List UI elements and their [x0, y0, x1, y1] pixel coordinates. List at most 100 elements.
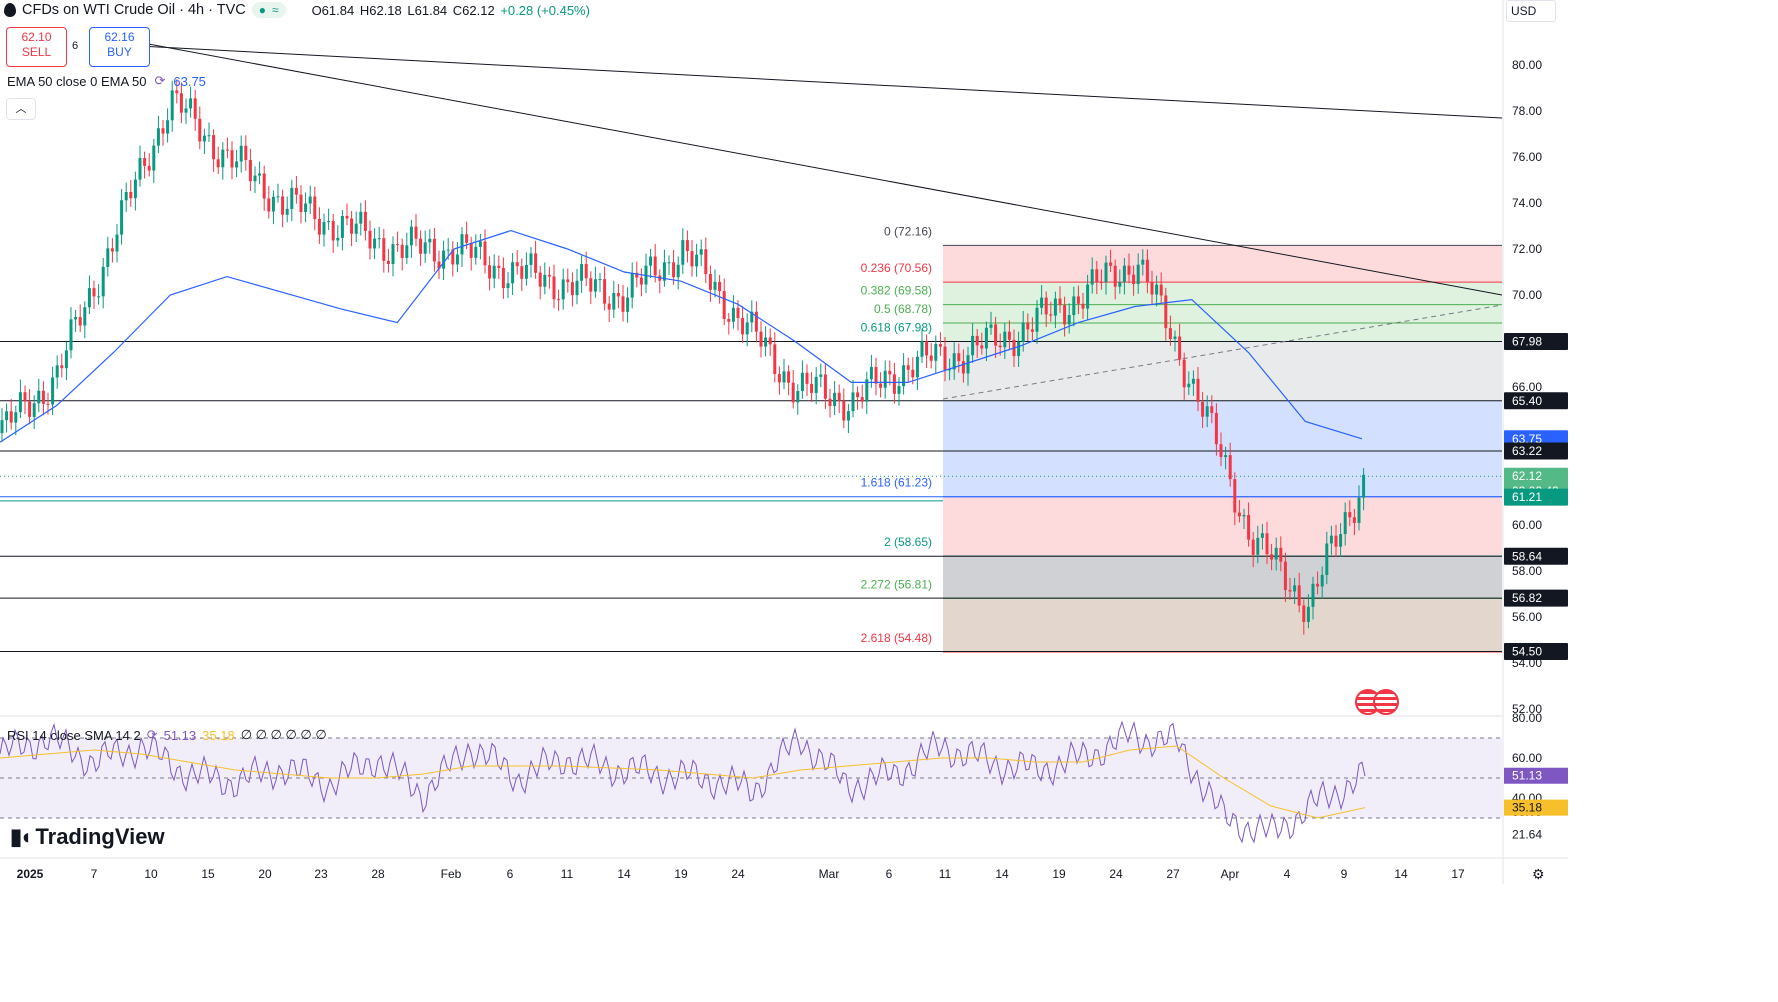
price-tick-label: 58.00: [1512, 564, 1542, 578]
candle-body: [593, 279, 597, 292]
candle-body: [1219, 444, 1223, 458]
candle-body: [888, 370, 892, 375]
candle-body: [994, 324, 998, 346]
candle-body: [202, 135, 206, 142]
ema-legend[interactable]: EMA 50 close 0 EMA 50 ⟳ 63.75: [7, 73, 206, 89]
candle-body: [1260, 533, 1264, 538]
candle-body: [497, 265, 501, 268]
candle-body: [1205, 406, 1209, 417]
candle-body: [915, 356, 919, 378]
candle-body: [1265, 533, 1269, 555]
change-value: +0.28 (+0.45%): [500, 2, 590, 18]
candle-body: [368, 230, 372, 249]
rsi-extra-values: ∅ ∅ ∅ ∅ ∅ ∅: [240, 727, 327, 742]
candle-body: [823, 374, 827, 399]
candle-body: [1099, 281, 1103, 283]
collapse-chevron-icon[interactable]: ︿: [6, 98, 36, 120]
trendline-upper: [99, 43, 1503, 119]
candle-body: [566, 279, 570, 283]
ema-50-line: [0, 229, 1363, 443]
candle-body: [460, 234, 464, 255]
candle-body: [557, 299, 561, 301]
price-tag-5: [1504, 488, 1568, 506]
candle-body: [1210, 406, 1214, 413]
candle-body: [64, 350, 68, 369]
price-tick-label: 56.00: [1512, 610, 1542, 624]
candle-body: [248, 160, 252, 182]
candle-body: [524, 264, 528, 279]
candle-body: [1007, 331, 1011, 340]
candle-body: [1150, 282, 1154, 295]
candle-body: [1251, 539, 1255, 555]
candle-body: [1224, 455, 1228, 458]
candle-body: [1178, 336, 1182, 360]
candle-body: [1164, 295, 1168, 329]
time-tick-label: 2025: [17, 867, 44, 881]
trendline-dashed: [942, 304, 1503, 400]
settings-gear-icon[interactable]: ⚙: [1532, 866, 1545, 882]
market-status-pill[interactable]: ● ≈: [251, 2, 286, 18]
candle-body: [860, 397, 864, 402]
loading-icon: ⟳: [154, 73, 166, 88]
fib-label-0: 0 (72.16): [884, 224, 932, 238]
candle-body: [635, 272, 639, 278]
candle-body: [1228, 455, 1232, 480]
candle-body: [46, 403, 50, 405]
candle-body: [207, 135, 211, 137]
candle-body: [37, 390, 41, 404]
candle-body: [511, 262, 515, 284]
candle-body: [1030, 329, 1034, 332]
candle-body: [1279, 547, 1283, 562]
time-tick-label: 24: [1109, 867, 1123, 881]
candle-body: [966, 355, 970, 374]
candle-body: [639, 277, 643, 285]
candle-body: [1334, 535, 1338, 547]
time-tick-label: Mar: [819, 867, 840, 881]
candle-body: [18, 392, 22, 413]
candle-body: [1316, 583, 1320, 587]
candle-body: [175, 90, 179, 94]
trendline-major: [99, 34, 1503, 296]
fib-zone-5: [943, 556, 1502, 599]
candle-body: [699, 249, 703, 255]
candle-body: [267, 198, 271, 212]
candle-body: [975, 335, 979, 346]
candle-body: [290, 187, 294, 209]
candle-body: [488, 265, 492, 279]
sell-button[interactable]: 62.10 SELL: [6, 27, 67, 67]
symbol-title[interactable]: CFDs on WTI Crude Oil · 4h · TVC: [22, 2, 246, 18]
price-tick-label: 78.00: [1512, 104, 1542, 118]
candle-body: [1214, 412, 1218, 445]
rsi-value-tag: [1504, 767, 1568, 784]
candle-body: [1132, 274, 1136, 285]
candle-body: [534, 253, 538, 273]
candle-body: [805, 372, 809, 384]
candle-body: [598, 279, 602, 281]
candle-body: [713, 281, 717, 290]
price-tag-8: [1504, 643, 1568, 660]
us-flag-event-icon[interactable]: [1355, 689, 1399, 715]
price-tick-label: 66.00: [1512, 380, 1542, 394]
candle-body: [322, 222, 326, 235]
candle-body: [1237, 512, 1241, 517]
currency-selector[interactable]: USD: [1506, 0, 1556, 22]
candle-body: [1072, 296, 1076, 316]
candle-body: [354, 223, 358, 234]
rsi-legend[interactable]: RSI 14 close SMA 14 2 ⟳ 51.13 35.18 ∅ ∅ …: [7, 727, 327, 743]
price-chart[interactable]: 0 (72.16) 0.236 (70.56) 0.382 (69.58) 0.5 (…: [0, 0, 1568, 884]
time-tick-label: 24: [731, 867, 745, 881]
tradingview-logo[interactable]: ▮◖ TradingView: [10, 824, 165, 850]
candle-body: [892, 374, 896, 394]
candle-body: [938, 343, 942, 347]
candle-body: [543, 274, 547, 287]
candle-body: [1145, 259, 1149, 283]
candle-body: [1288, 590, 1292, 592]
price-tick-label: 76.00: [1512, 150, 1542, 164]
price-tick-label: 70.00: [1512, 288, 1542, 302]
time-tick-label: 14: [995, 867, 1009, 881]
time-tick-label: 4: [1284, 867, 1291, 881]
candle-body: [179, 93, 183, 113]
candle-body: [810, 383, 814, 393]
buy-button[interactable]: 62.16 BUY: [89, 27, 150, 67]
candle-body: [998, 345, 1002, 348]
